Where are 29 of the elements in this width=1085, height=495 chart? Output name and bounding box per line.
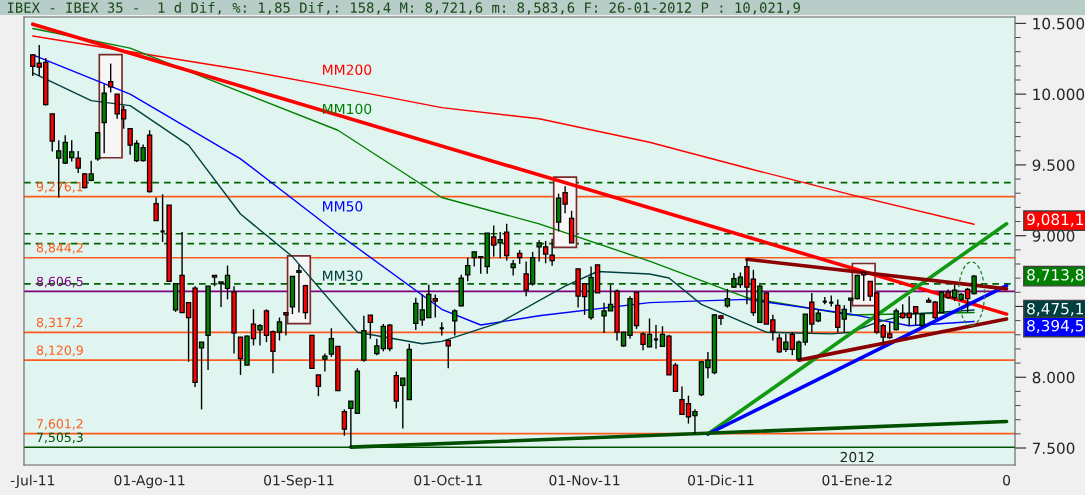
- y-tick-label: 7.500: [1032, 442, 1075, 455]
- series-label: MM100: [323, 103, 372, 115]
- ref-line-label: 8,606,5: [36, 276, 83, 288]
- y-tick-label: 8.000: [1032, 371, 1075, 384]
- series-label: MM200: [323, 64, 372, 75]
- x-tick-label: 01-Nov-11: [549, 474, 620, 486]
- text: 8,713,8: [1027, 269, 1084, 283]
- ref-line-label: 8,844,2: [36, 243, 83, 254]
- y-tick-label: 10.500: [1033, 17, 1085, 30]
- chart-title: IBEX - IBEX 35 - 1 d Dif, %: 1,85 Dif,: 158,4 M: 8,721,6 m: 8,583,6 F: 26-01-2012 P : 10,021,9: [7, 2, 800, 15]
- ref-line-label: 8,120,9: [36, 345, 83, 357]
- x-tick-label: 01-Sep-11: [264, 474, 334, 489]
- series-label: MM30: [323, 270, 363, 282]
- x-tick-label: 0: [1003, 474, 1011, 486]
- text: 9,081,1: [1027, 213, 1084, 227]
- x-tick-label: 01-Ago-11: [114, 474, 185, 489]
- y-tick-label: 10.000: [1033, 88, 1085, 101]
- x-tick-label: 01-Dic-11: [688, 474, 754, 486]
- y-tick-label: 9.500: [1032, 159, 1075, 171]
- x-tick-label: 01-Ene-12: [822, 474, 892, 486]
- x-tick-label: 01-Oct-11: [414, 474, 482, 486]
- series-label: MM50: [323, 201, 363, 212]
- x-tick-label: -Jul-11: [10, 474, 55, 489]
- ref-line-label: 7,601,2: [37, 419, 83, 430]
- annotation: 2012: [840, 451, 874, 463]
- text: 8,475,1: [1027, 302, 1084, 316]
- ref-line-label: 8,317,2: [36, 317, 83, 329]
- text: 8,394,5: [1027, 319, 1084, 333]
- ref-line-label: 7,505,3: [37, 432, 83, 444]
